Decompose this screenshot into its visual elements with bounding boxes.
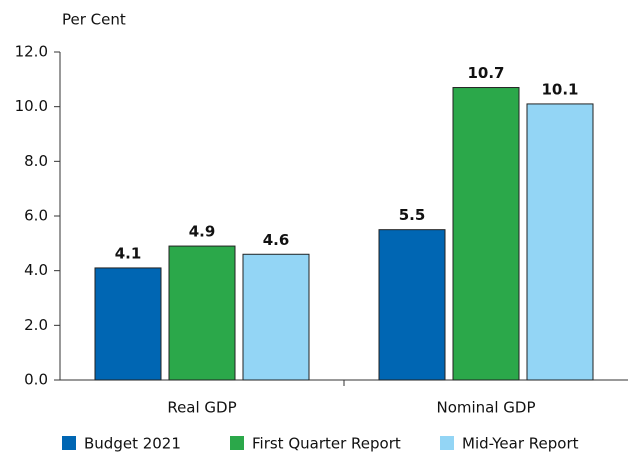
bar: [452, 87, 520, 381]
x-tick-label: Nominal GDP: [436, 399, 535, 417]
y-tick-label: 0.0: [24, 371, 48, 389]
y-tick-label: 2.0: [24, 316, 48, 334]
bar: [242, 253, 310, 381]
y-axis-label: Per Cent: [62, 11, 126, 29]
legend-label: Mid-Year Report: [462, 435, 579, 453]
y-tick-label: 8.0: [24, 152, 48, 170]
legend-swatch: [62, 436, 76, 450]
value-label: 4.1: [115, 244, 142, 262]
value-label: 5.5: [399, 206, 426, 224]
bar: [526, 103, 594, 381]
bar: [168, 245, 236, 381]
legend-label: Budget 2021: [84, 435, 181, 453]
y-tick-label: 12.0: [15, 43, 48, 61]
legend-label: First Quarter Report: [252, 435, 401, 453]
value-label: 4.6: [263, 231, 290, 249]
bar: [378, 229, 446, 381]
value-label: 10.7: [467, 64, 504, 82]
x-tick-label: Real GDP: [167, 399, 236, 417]
value-label: 10.1: [541, 80, 578, 98]
y-tick-label: 6.0: [24, 207, 48, 225]
bar: [94, 267, 162, 381]
y-tick-label: 10.0: [15, 97, 48, 115]
value-label: 4.9: [189, 223, 216, 241]
legend-swatch: [230, 436, 244, 450]
y-tick-label: 4.0: [24, 261, 48, 279]
legend-swatch: [440, 436, 454, 450]
